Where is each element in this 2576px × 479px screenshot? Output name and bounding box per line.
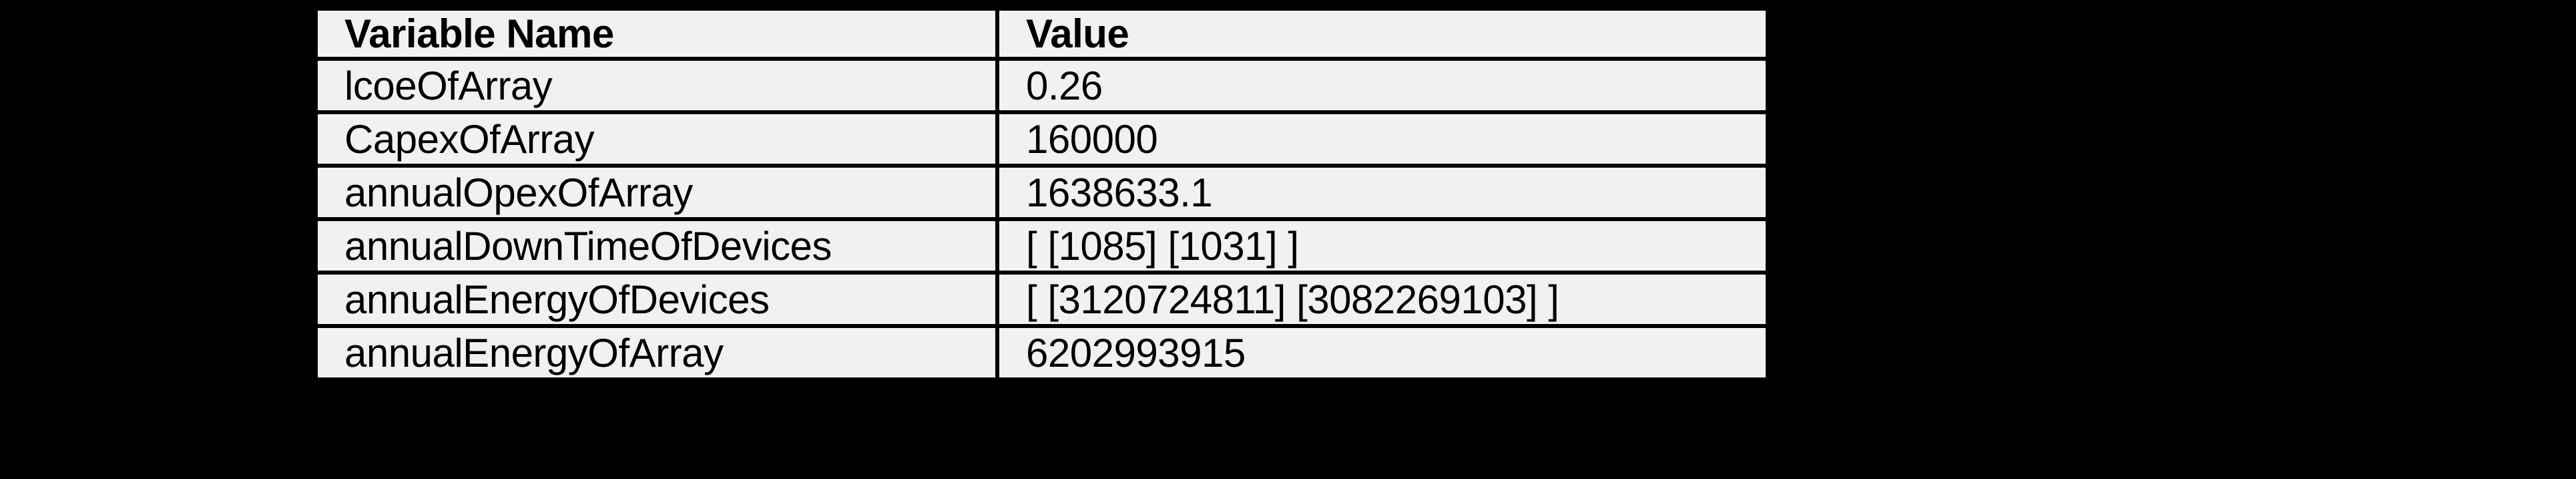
value-cell: 0.26 xyxy=(995,57,1770,114)
value-cell: 1638633.1 xyxy=(995,164,1770,221)
header-variable-name: Variable Name xyxy=(314,7,999,61)
variable-name-cell: annualEnergyOfDevices xyxy=(314,271,999,328)
table-row: CapexOfArray 160000 xyxy=(314,110,1770,168)
table-row: annualDownTimeOfDevices [ [1085] [1031] … xyxy=(314,217,1770,275)
header-value: Value xyxy=(995,7,1770,61)
variable-name-cell: annualOpexOfArray xyxy=(314,164,999,221)
variable-name-cell: annualEnergyOfArray xyxy=(314,324,999,381)
table-row: annualOpexOfArray 1638633.1 xyxy=(314,164,1770,221)
value-cell: [ [1085] [1031] ] xyxy=(995,217,1770,275)
table-header-row: Variable Name Value xyxy=(314,7,1770,61)
variable-name-cell: lcoeOfArray xyxy=(314,57,999,114)
table-row: annualEnergyOfArray 6202993915 xyxy=(314,324,1770,381)
table-row: lcoeOfArray 0.26 xyxy=(314,57,1770,114)
variable-name-cell: CapexOfArray xyxy=(314,110,999,168)
value-cell: 160000 xyxy=(995,110,1770,168)
value-cell: [ [3120724811] [3082269103] ] xyxy=(995,271,1770,328)
table-row: annualEnergyOfDevices [ [3120724811] [30… xyxy=(314,271,1770,328)
variables-table: Variable Name Value lcoeOfArray 0.26 Cap… xyxy=(314,7,1770,381)
variable-name-cell: annualDownTimeOfDevices xyxy=(314,217,999,275)
value-cell: 6202993915 xyxy=(995,324,1770,381)
